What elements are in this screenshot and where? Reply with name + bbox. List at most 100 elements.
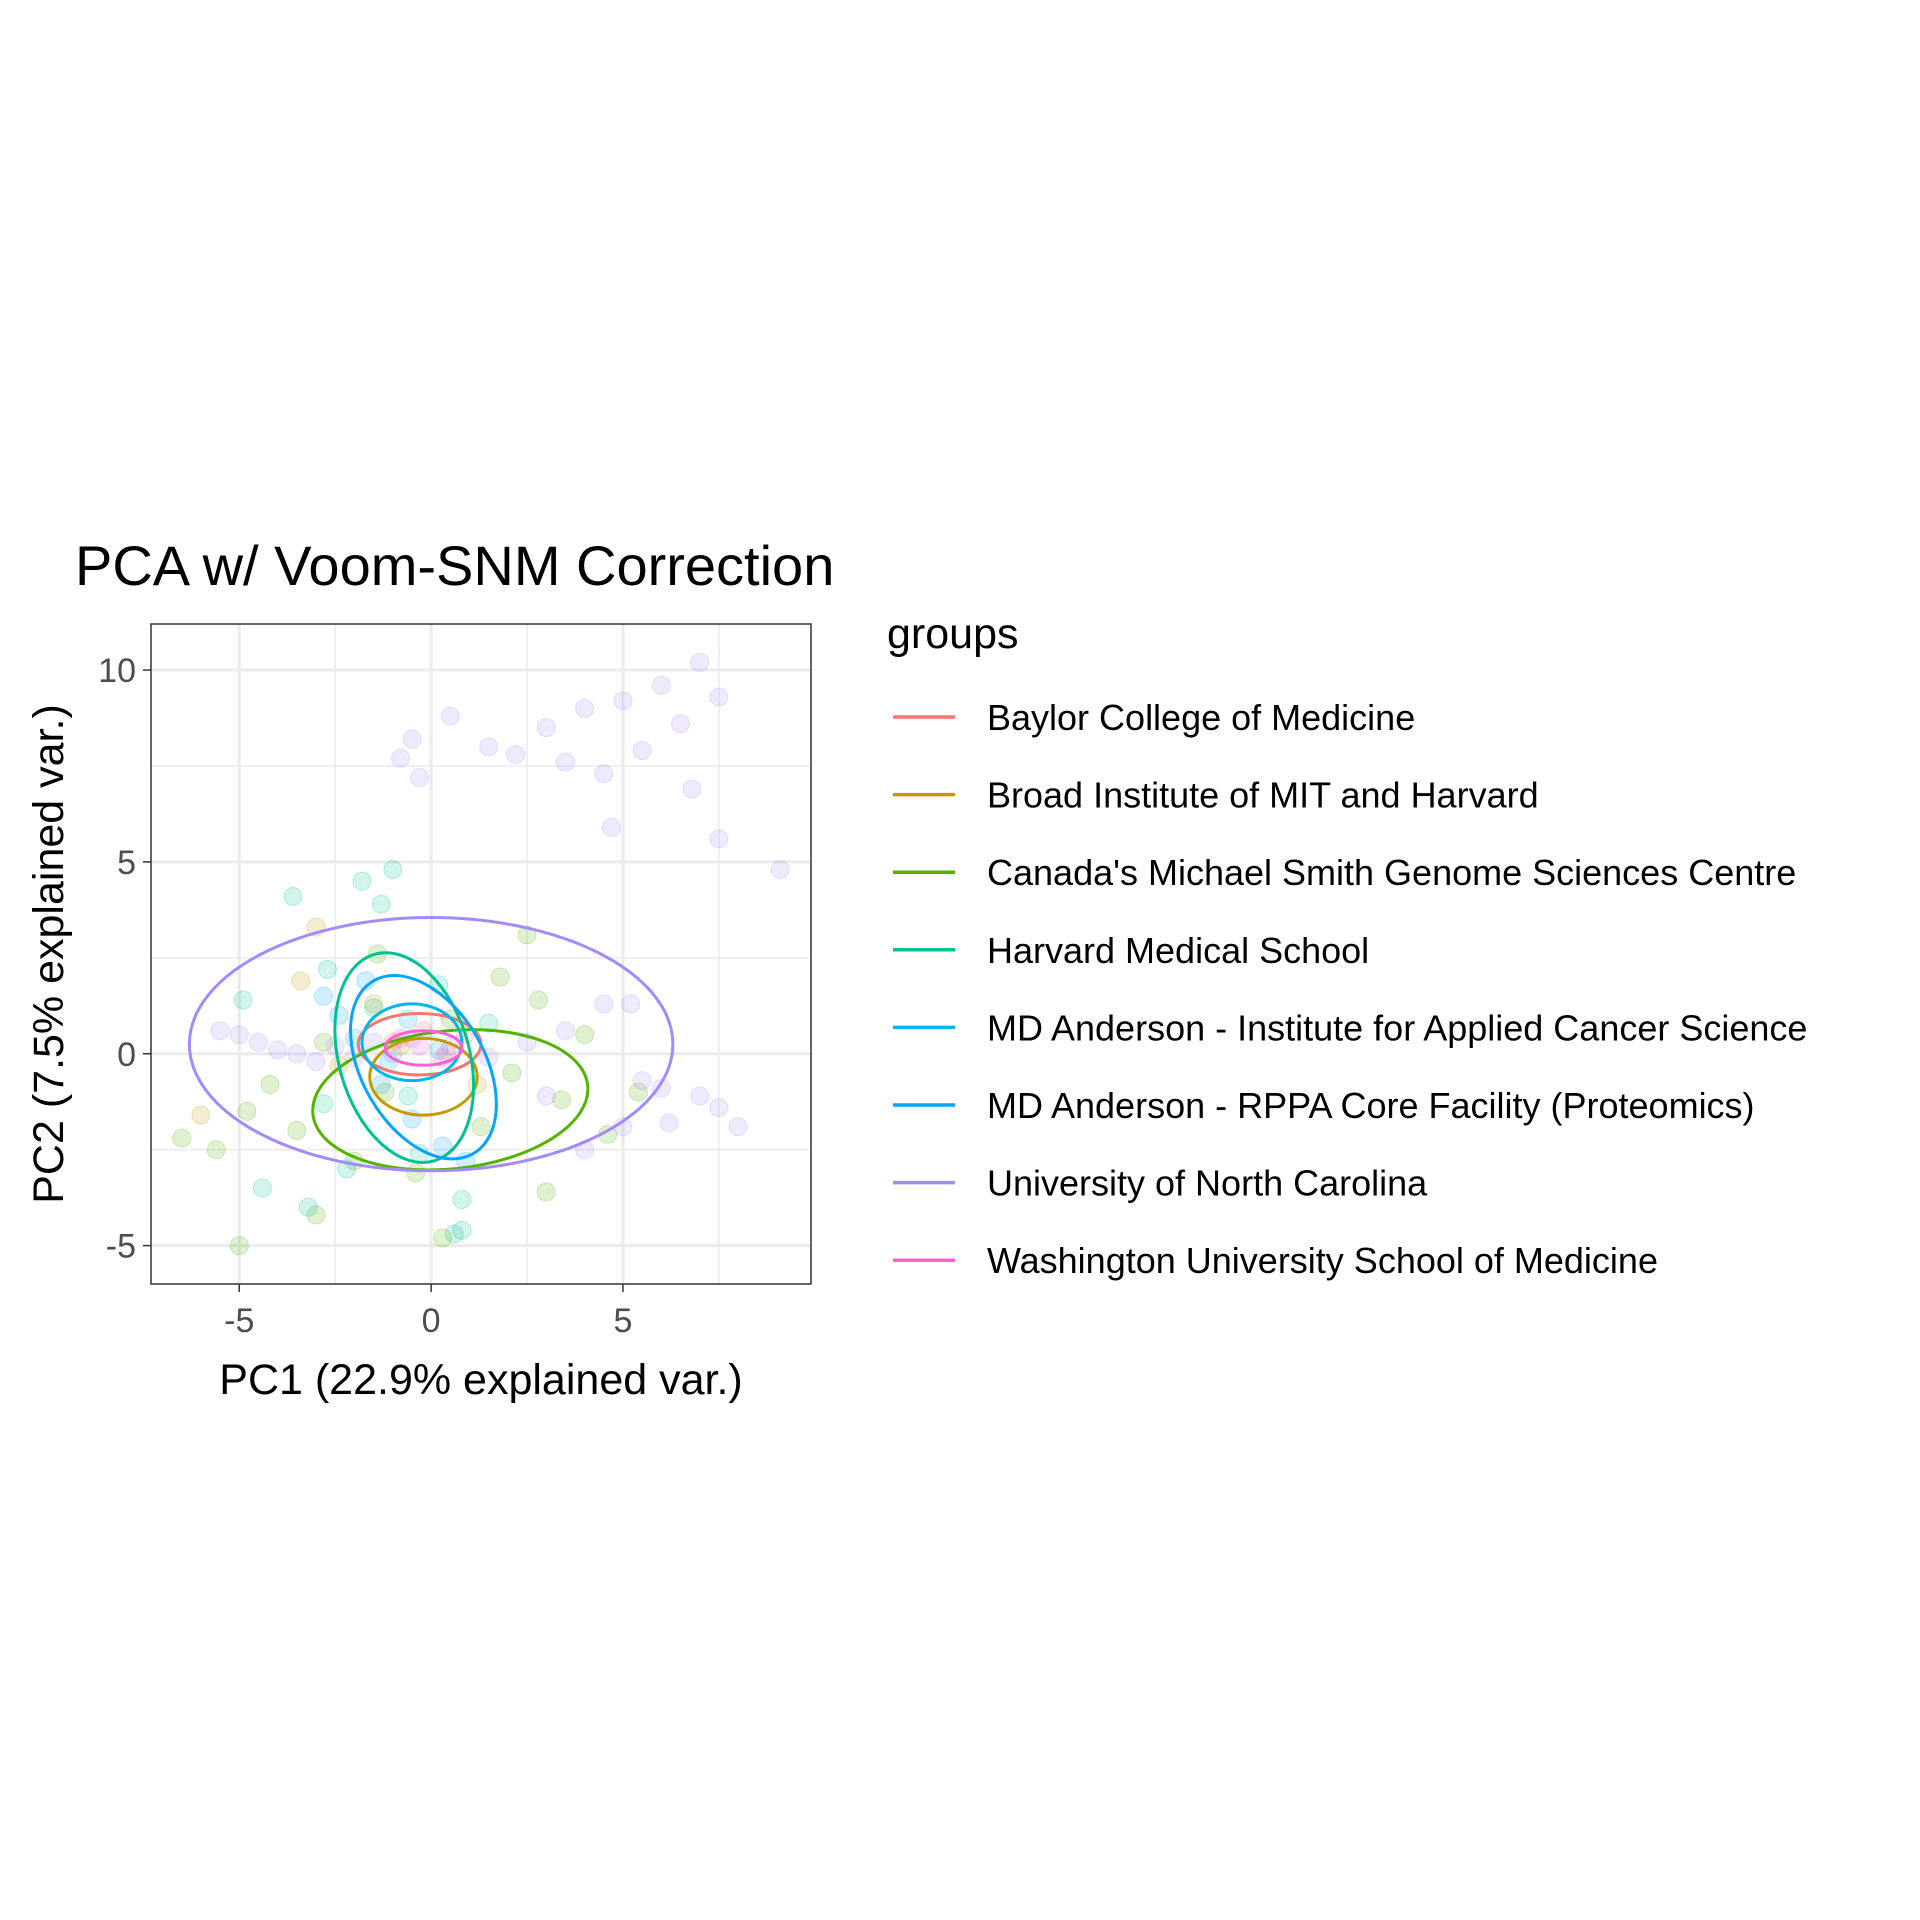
confidence-ellipse <box>187 916 675 1173</box>
chart-title: PCA w/ Voom-SNM Correction <box>75 534 834 597</box>
data-point <box>613 691 633 711</box>
legend-title: groups <box>887 610 1018 658</box>
legend-label: Washington University School of Medicine <box>987 1240 1658 1281</box>
data-point <box>502 1063 522 1083</box>
data-point <box>206 1140 226 1160</box>
data-point <box>529 990 549 1010</box>
data-point <box>490 967 510 987</box>
data-point <box>506 744 526 764</box>
data-point <box>671 714 691 734</box>
y-tick-label: 5 <box>117 844 136 882</box>
data-point <box>479 737 499 757</box>
data-point <box>709 829 729 849</box>
y-tick-label: -5 <box>106 1228 136 1266</box>
confidence-ellipse <box>368 1036 479 1117</box>
data-point <box>651 1078 671 1098</box>
y-axis: -5 0 5 10 <box>98 652 151 1266</box>
data-point <box>287 1121 307 1141</box>
data-point <box>318 959 338 979</box>
ellipse-layer <box>187 916 675 1173</box>
y-tick-label: 0 <box>117 1036 136 1074</box>
data-point <box>375 1082 395 1102</box>
data-point <box>371 894 391 914</box>
data-point <box>287 1044 307 1064</box>
data-point <box>306 1205 326 1225</box>
data-point <box>709 1097 729 1117</box>
confidence-ellipse <box>311 1028 590 1172</box>
data-point <box>594 994 614 1014</box>
data-point <box>621 994 641 1014</box>
data-point <box>575 1025 595 1045</box>
data-point <box>268 1040 288 1060</box>
data-point <box>659 1113 679 1133</box>
data-point <box>555 752 575 772</box>
confidence-ellipse <box>349 974 498 1161</box>
data-point <box>628 1082 648 1102</box>
data-point <box>229 1025 249 1045</box>
plot-border <box>150 623 812 1285</box>
data-point <box>398 1086 418 1106</box>
data-point <box>452 1220 472 1240</box>
data-point <box>433 1136 453 1156</box>
data-point <box>770 860 790 880</box>
plot-panel <box>150 623 812 1285</box>
x-axis-title: PC1 (22.9% explained var.) <box>219 1356 742 1404</box>
data-point <box>291 971 311 991</box>
data-point <box>594 764 614 784</box>
data-point <box>210 1021 230 1041</box>
data-point <box>260 1074 280 1094</box>
plot-background <box>151 624 811 1284</box>
data-point <box>555 1021 575 1041</box>
data-point <box>390 748 410 768</box>
data-point <box>229 1236 249 1256</box>
legend-label: Canada's Michael Smith Genome Sciences C… <box>987 852 1796 893</box>
data-point <box>329 1005 349 1025</box>
data-point <box>172 1128 192 1148</box>
x-tick-label: -5 <box>224 1302 254 1340</box>
legend: groups Baylor College of Medicine Broad I… <box>887 610 1807 1281</box>
data-point <box>709 687 729 707</box>
data-point <box>298 1197 318 1217</box>
x-tick-label: 5 <box>614 1302 633 1340</box>
y-axis-title: PC2 (7.5% explained var.) <box>25 704 73 1204</box>
data-point <box>352 871 372 891</box>
data-point <box>406 1163 426 1183</box>
data-point <box>314 986 334 1006</box>
data-point <box>402 729 422 749</box>
x-axis: -5 0 5 <box>224 1284 632 1340</box>
data-point <box>632 741 652 761</box>
data-point <box>383 860 403 880</box>
data-point <box>575 698 595 718</box>
legend-label: University of North Carolina <box>987 1163 1428 1204</box>
data-point <box>728 1117 748 1137</box>
legend-label: MD Anderson - Institute for Applied Canc… <box>987 1007 1807 1048</box>
data-point <box>248 1032 268 1052</box>
data-point <box>690 1086 710 1106</box>
data-point <box>306 1051 326 1071</box>
x-tick-label: 0 <box>422 1302 441 1340</box>
data-point <box>536 1086 556 1106</box>
data-point <box>233 990 253 1010</box>
confidence-ellipse <box>333 951 476 1164</box>
legend-label: Baylor College of Medicine <box>987 697 1415 738</box>
confidence-ellipse <box>360 1002 464 1083</box>
data-point <box>410 767 430 787</box>
data-point <box>552 1090 572 1110</box>
y-tick-label: 10 <box>98 652 136 690</box>
data-point <box>536 718 556 738</box>
data-point <box>237 1101 257 1121</box>
data-point <box>682 779 702 799</box>
data-point <box>452 1190 472 1210</box>
data-point <box>440 706 460 726</box>
data-point <box>433 1228 453 1248</box>
grid-lines <box>151 624 811 1284</box>
data-point <box>252 1178 272 1198</box>
data-point <box>364 994 384 1014</box>
data-point <box>632 1071 652 1091</box>
data-point <box>314 1032 334 1052</box>
data-point <box>471 1117 491 1137</box>
legend-label: Harvard Medical School <box>987 930 1369 971</box>
data-point <box>314 1094 334 1114</box>
data-point <box>601 817 621 837</box>
